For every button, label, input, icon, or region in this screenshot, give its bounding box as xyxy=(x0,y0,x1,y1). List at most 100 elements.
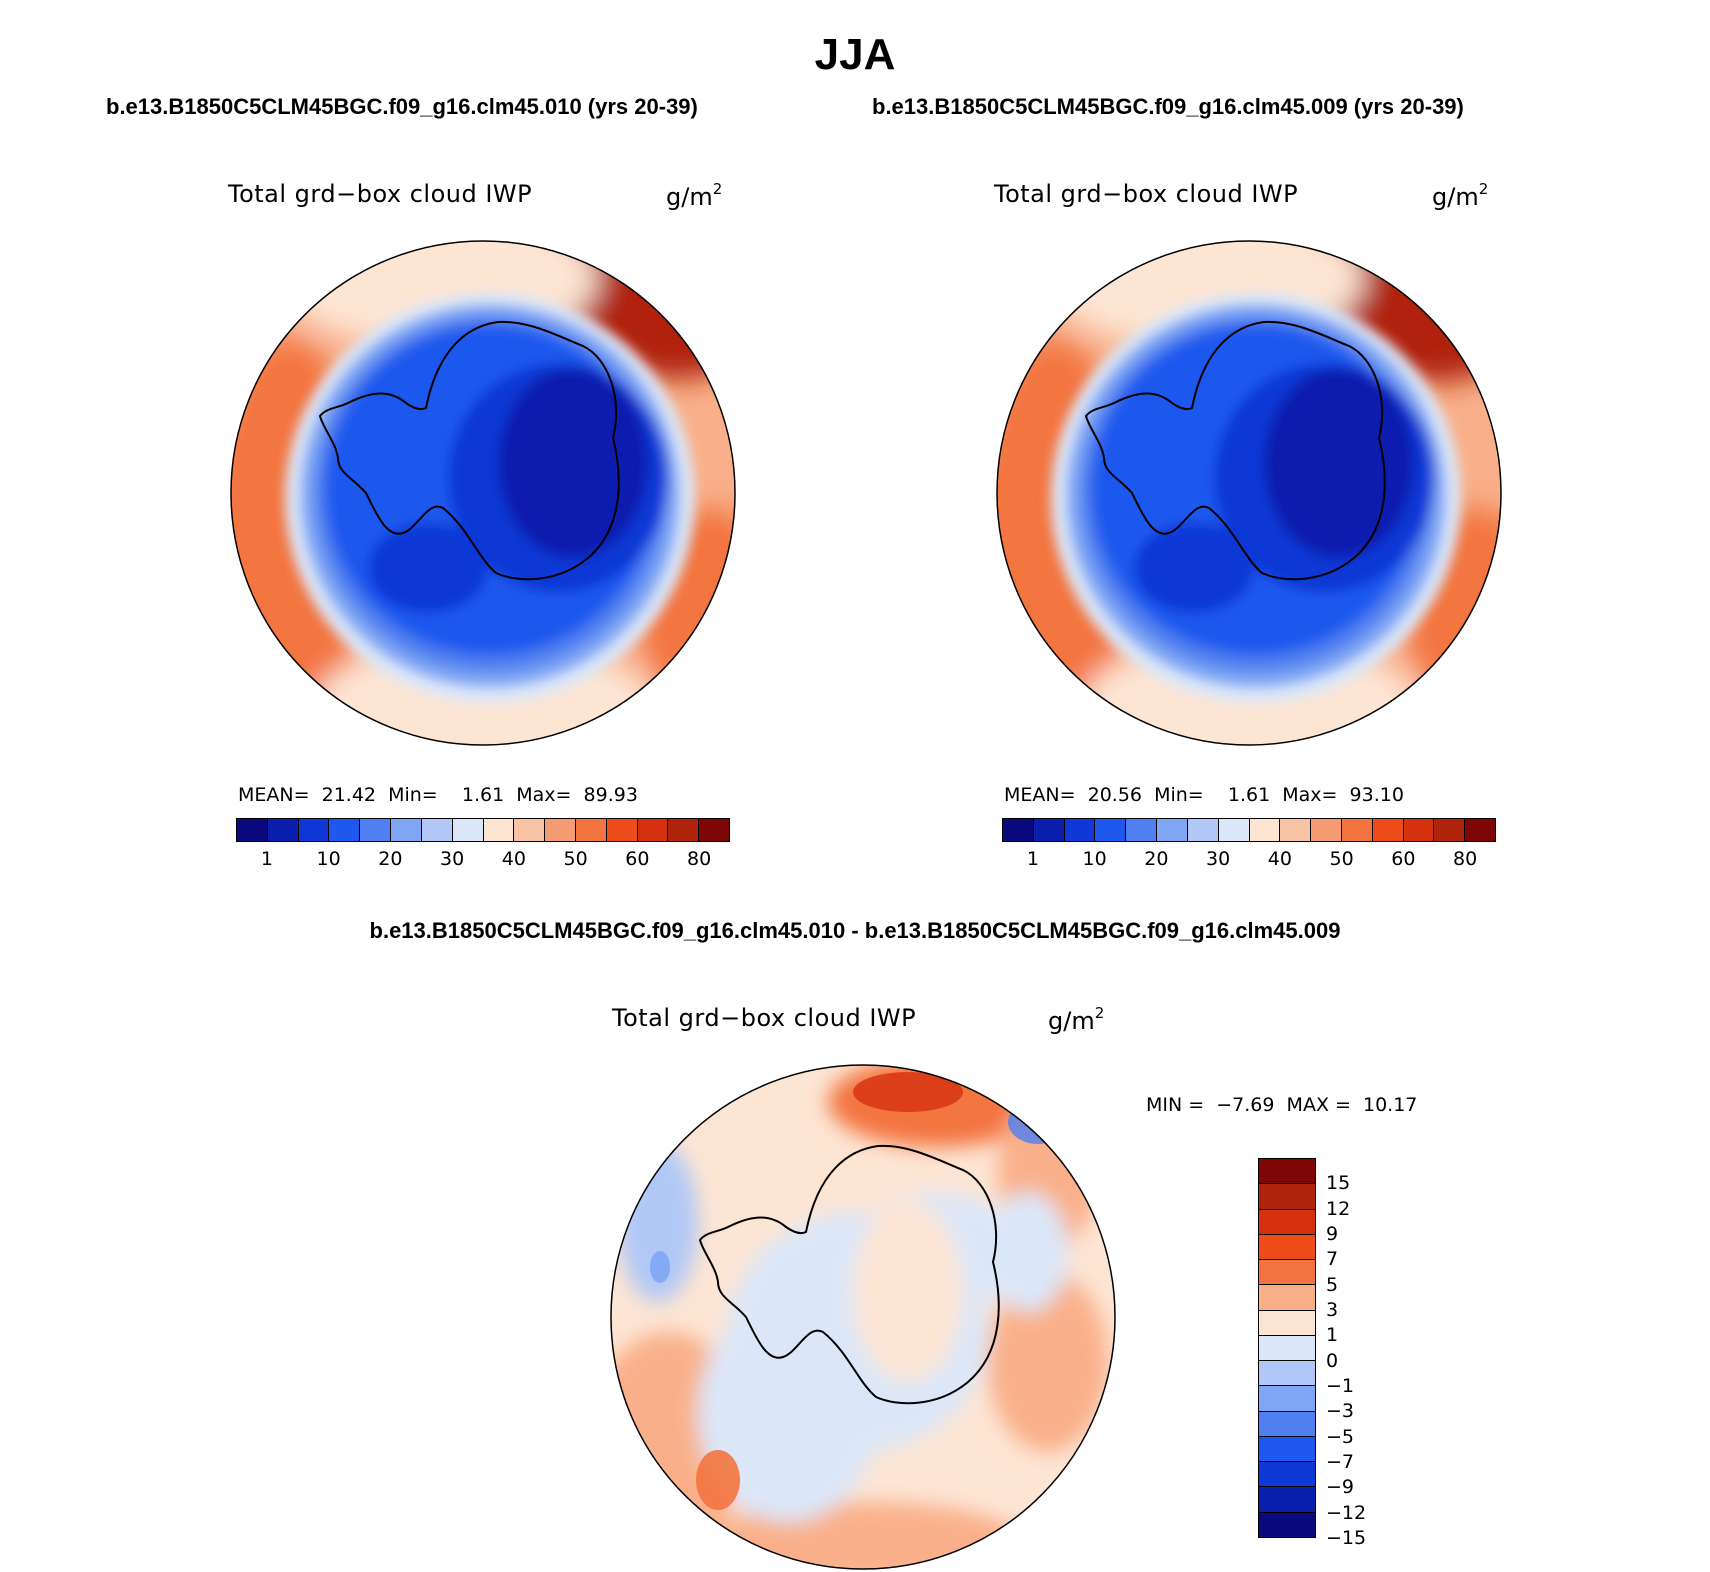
colorbar-swatch xyxy=(575,819,607,841)
diff-colorbar-tick-label: −5 xyxy=(1326,1425,1355,1448)
diff-colorbar-tick-label: 9 xyxy=(1326,1223,1339,1245)
colorbar-swatch xyxy=(514,819,546,841)
colorbar-swatch xyxy=(1249,819,1281,841)
colorbar-tick-label: 40 xyxy=(1267,848,1292,870)
diff-colorbar-swatch xyxy=(1259,1462,1315,1488)
diff-colorbar-swatch xyxy=(1259,1285,1315,1311)
colorbar-tick-label: 30 xyxy=(1206,848,1231,870)
colorbar-tick-label: 80 xyxy=(687,848,712,870)
colorbar-swatch xyxy=(1434,819,1466,841)
colorbar-tick-label: 20 xyxy=(1144,848,1169,870)
colorbar-swatch xyxy=(360,819,392,841)
diff-colorbar-tick-label: −12 xyxy=(1326,1501,1367,1524)
colorbar-swatch xyxy=(1033,819,1065,841)
case-left-title: b.e13.B1850C5CLM45BGC.f09_g16.clm45.010 … xyxy=(106,94,698,119)
diff-colorbar-swatch xyxy=(1259,1411,1315,1437)
diff-colorbar-tick-label: −7 xyxy=(1326,1451,1355,1473)
right-variable-label: Total grd−box cloud IWP xyxy=(994,180,1299,208)
colorbar-tick-label: 50 xyxy=(563,848,588,870)
diff-colorbar-swatch xyxy=(1259,1487,1315,1513)
colorbar-swatch xyxy=(1403,819,1435,841)
colorbar-swatch xyxy=(1064,819,1096,841)
case-right-title: b.e13.B1850C5CLM45BGC.f09_g16.clm45.009 … xyxy=(872,94,1464,119)
diff-colorbar-swatch xyxy=(1259,1310,1315,1336)
diff-colorbar-tick-label: 0 xyxy=(1326,1349,1339,1372)
colorbar-tick-label: 50 xyxy=(1329,848,1354,870)
colorbar-tick-label: 1 xyxy=(260,848,273,870)
diff-units: g/m2 xyxy=(1048,1004,1105,1035)
figure-title: JJA xyxy=(814,30,896,79)
diff-colorbar-tick-label: 12 xyxy=(1326,1197,1351,1220)
diff-colorbar-tick-label: 1 xyxy=(1326,1324,1339,1347)
diff-colorbar-tick-label: 5 xyxy=(1326,1273,1339,1296)
diff-colorbar-swatch xyxy=(1259,1260,1315,1286)
diff-colorbar-swatch xyxy=(1259,1159,1315,1185)
diff-colorbar-tick-label: 7 xyxy=(1326,1248,1339,1271)
colorbar-swatch xyxy=(1187,819,1219,841)
colorbar-tick-label: 30 xyxy=(440,848,465,870)
left-polar-map xyxy=(230,240,736,746)
colorbar-tick-label: 60 xyxy=(1391,848,1416,870)
left-antarctica-coastline xyxy=(318,320,620,581)
colorbar-tick-label: 1 xyxy=(1026,848,1039,870)
diff-antarctica-coastline xyxy=(698,1144,1000,1405)
diff-colorbar-swatch xyxy=(1259,1361,1315,1387)
colorbar-swatch xyxy=(237,819,268,841)
colorbar-swatch xyxy=(267,819,299,841)
left-stats: MEAN= 21.42 Min= 1.61 Max= 89.93 xyxy=(238,784,638,806)
diff-colorbar-swatch xyxy=(1259,1512,1315,1537)
diff-colorbar-swatch xyxy=(1259,1234,1315,1261)
colorbar-tick-label: 20 xyxy=(378,848,403,870)
diff-polar-map xyxy=(610,1064,1116,1570)
colorbar-tick-label: 10 xyxy=(316,848,341,870)
colorbar-swatch xyxy=(421,819,453,841)
left-units: g/m2 xyxy=(666,180,723,211)
colorbar-swatch xyxy=(1003,819,1034,841)
diff-colorbar-tick-label: 15 xyxy=(1326,1172,1351,1195)
right-stats: MEAN= 20.56 Min= 1.61 Max= 93.10 xyxy=(1004,784,1404,806)
diff-colorbar-tick-label: 3 xyxy=(1326,1299,1339,1321)
right-polar-map xyxy=(996,240,1502,746)
colorbar-swatch xyxy=(1372,819,1404,841)
colorbar-swatch xyxy=(1311,819,1342,841)
diff-colorbar-tick-label: −9 xyxy=(1326,1476,1355,1499)
left-variable-label: Total grd−box cloud IWP xyxy=(228,180,533,208)
colorbar-tick-label: 10 xyxy=(1082,848,1107,870)
diff-variable-label: Total grd−box cloud IWP xyxy=(612,1004,917,1032)
colorbar-swatch xyxy=(668,819,700,841)
diff-colorbar-tick-label: −15 xyxy=(1326,1527,1367,1549)
diff-colorbar-tick-label: −3 xyxy=(1326,1400,1355,1423)
colorbar-swatch xyxy=(298,819,330,841)
diff-colorbar-swatch xyxy=(1259,1436,1315,1463)
colorbar-swatch xyxy=(1157,819,1188,841)
colorbar-tick-label: 60 xyxy=(625,848,650,870)
colorbar-swatch xyxy=(1126,819,1158,841)
diff-colorbar xyxy=(1258,1158,1316,1538)
colorbar-swatch xyxy=(391,819,422,841)
colorbar-swatch xyxy=(545,819,576,841)
diff-colorbar-tick-label: −1 xyxy=(1326,1375,1355,1397)
right-antarctica-coastline xyxy=(1084,320,1386,581)
colorbar-swatch xyxy=(483,819,515,841)
colorbar-swatch xyxy=(1341,819,1373,841)
diff-colorbar-swatch xyxy=(1259,1184,1315,1210)
colorbar-swatch xyxy=(329,819,361,841)
diff-stats: MIN = −7.69 MAX = 10.17 xyxy=(1146,1094,1418,1116)
colorbar-tick-label: 40 xyxy=(501,848,526,870)
colorbar-swatch xyxy=(1218,819,1250,841)
colorbar-swatch xyxy=(637,819,669,841)
left-colorbar xyxy=(236,818,730,842)
colorbar-swatch xyxy=(1280,819,1312,841)
diff-colorbar-swatch xyxy=(1259,1335,1315,1362)
colorbar-swatch xyxy=(699,819,729,841)
colorbar-swatch xyxy=(606,819,638,841)
colorbar-swatch xyxy=(1465,819,1495,841)
right-colorbar xyxy=(1002,818,1496,842)
colorbar-swatch xyxy=(452,819,484,841)
right-units: g/m2 xyxy=(1432,180,1489,211)
difference-title: b.e13.B1850C5CLM45BGC.f09_g16.clm45.010 … xyxy=(369,918,1341,943)
colorbar-swatch xyxy=(1095,819,1127,841)
diff-colorbar-swatch xyxy=(1259,1386,1315,1412)
colorbar-tick-label: 80 xyxy=(1453,848,1478,870)
diff-colorbar-swatch xyxy=(1259,1209,1315,1235)
